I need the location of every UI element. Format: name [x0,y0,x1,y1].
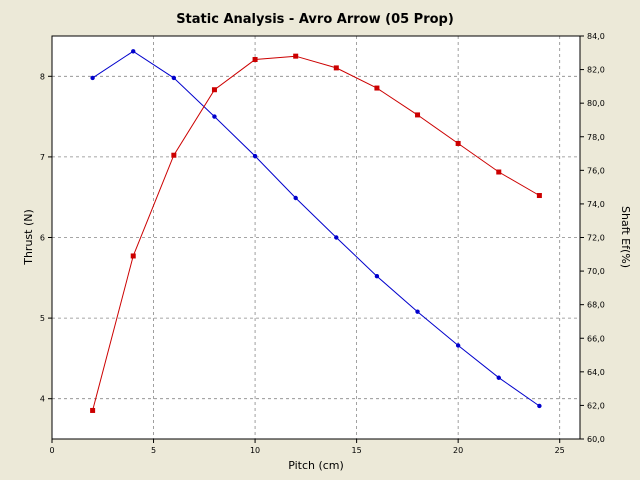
data-point [131,49,136,54]
data-point [293,195,298,201]
y-left-tick-label: 8 [40,72,45,81]
data-point [293,53,299,59]
y-right-tick-label: 72,0 [587,234,605,243]
data-point [333,65,339,71]
x-tick-label: 20 [453,446,463,455]
x-tick-label: 5 [151,446,156,455]
data-point [455,343,461,348]
data-point [415,309,420,314]
y-left-tick-label: 4 [40,395,45,404]
y-right-tick-label: 66,0 [587,334,605,343]
y-right-tick-label: 70,0 [587,267,605,276]
data-point [171,152,177,158]
x-tick-label: 15 [352,446,362,455]
y-axis-right-label: Shaft Ef(%) [619,206,632,268]
y-right-tick-label: 60,0 [587,435,605,444]
data-point [455,140,461,146]
y-right-tick-label: 68,0 [587,301,605,310]
series-line-1 [92,50,540,407]
data-point [211,87,217,93]
y-right-tick-label: 78,0 [587,133,605,142]
y-right-tick-label: 82,0 [587,66,605,75]
y-left-tick-label: 6 [40,234,45,243]
x-tick-label: 10 [250,446,260,455]
data-point [252,57,258,63]
y-axis-left-label: Thrust (N) [22,209,35,266]
x-axis-label: Pitch (cm) [288,459,344,472]
data-point [374,273,380,279]
y-left-tick-label: 5 [40,314,45,323]
data-point [252,153,258,159]
data-point [90,407,96,413]
data-point [537,403,542,409]
data-point [415,112,421,118]
chart-title: Static Analysis - Avro Arrow (05 Prop) [176,12,454,27]
y-right-tick-label: 62,0 [587,401,605,410]
data-point [334,235,339,240]
series-line-2 [92,55,540,411]
x-tick-label: 25 [555,446,565,455]
data-point [212,114,217,119]
y-left-tick-label: 7 [40,153,45,162]
x-tick-label: 0 [49,446,54,455]
y-right-tick-label: 74,0 [587,200,605,209]
plot-area: 0 5 10 15 20 25 4 5 6 7 8 60,0 62,0 64,0 66,0 68,0 70,0 7… [40,32,605,455]
data-point [130,253,136,259]
data-point [374,85,380,91]
data-point [496,169,502,175]
data-point [90,75,95,81]
data-point [496,375,501,380]
data-point [536,193,542,199]
y-right-tick-label: 76,0 [587,166,605,175]
y-right-tick-label: 80,0 [587,99,605,108]
plot-frame [51,35,581,440]
y-right-tick-label: 84,0 [587,32,605,41]
y-right-tick-label: 64,0 [587,368,605,377]
data-point [171,75,177,81]
